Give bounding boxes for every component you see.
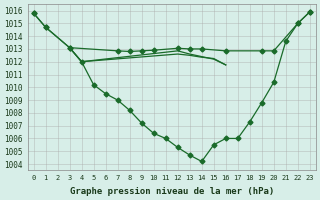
X-axis label: Graphe pression niveau de la mer (hPa): Graphe pression niveau de la mer (hPa): [69, 187, 274, 196]
